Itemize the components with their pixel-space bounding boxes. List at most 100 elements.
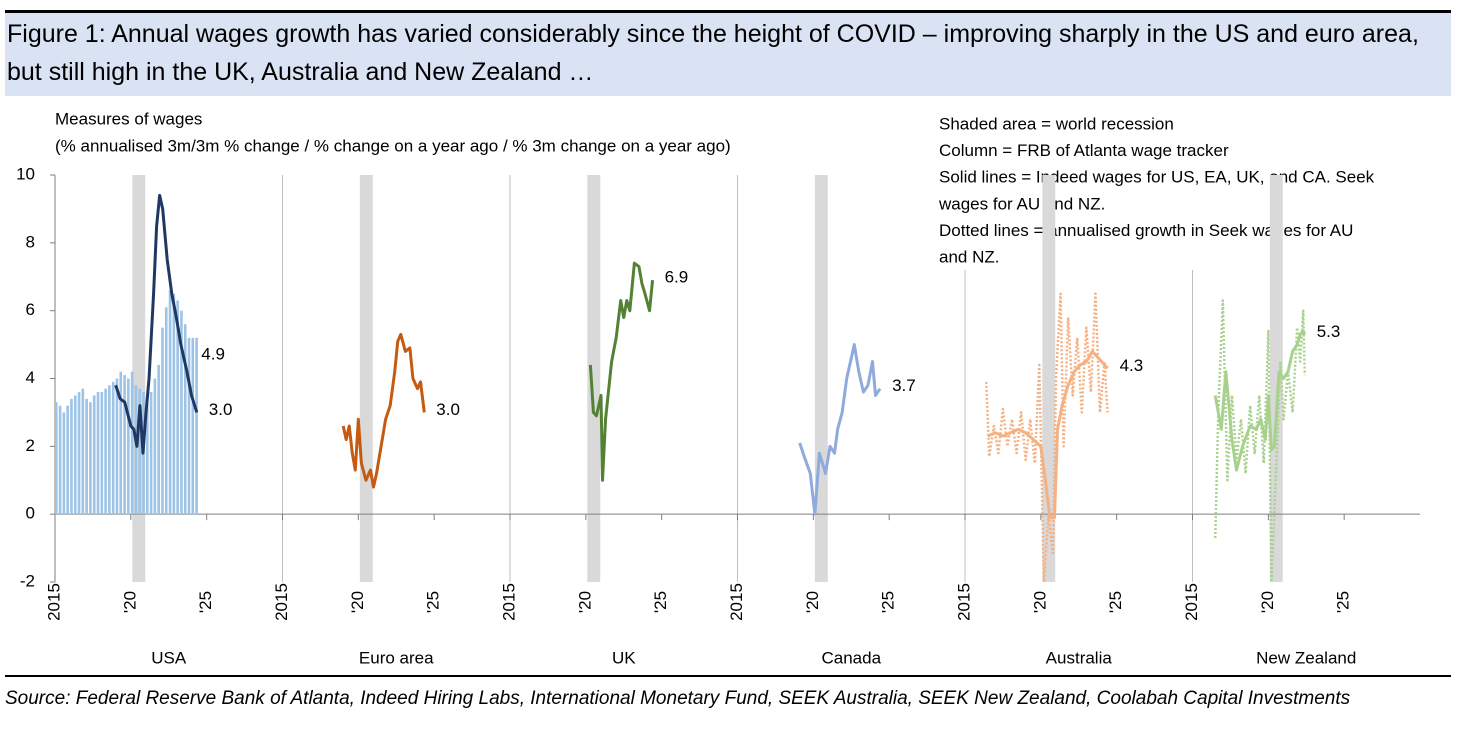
bar [164, 307, 168, 515]
bar [180, 310, 183, 515]
line [1213, 329, 1307, 472]
recession-band [587, 175, 601, 582]
annotation: Column = FRB of Atlanta wage tracker [939, 141, 1229, 160]
bar [130, 371, 134, 515]
x-tick-label: '25 [651, 591, 670, 613]
recession-band [814, 175, 828, 582]
panel-label: Canada [821, 648, 881, 667]
bar [138, 388, 142, 515]
dotted-line [1214, 299, 1306, 584]
y-tick-label: 10 [16, 164, 35, 183]
bar [77, 392, 81, 515]
end-label: 3.7 [892, 376, 916, 395]
x-tick-label: '25 [424, 591, 443, 613]
bar [127, 378, 130, 515]
recession-band [132, 175, 146, 582]
annotation: Dotted lines = annualised growth in Seek… [939, 221, 1353, 240]
end-label: 4.9 [201, 344, 225, 363]
bar [108, 385, 111, 515]
end-label: 4.3 [1120, 356, 1144, 375]
y-tick-label: 0 [26, 504, 35, 523]
bar [168, 290, 172, 515]
x-tick-label: '20 [1030, 591, 1049, 613]
bar [176, 300, 179, 515]
bar [70, 398, 73, 515]
end-label: 6.9 [665, 268, 689, 287]
bar [73, 395, 77, 515]
y-tick-label: 2 [26, 436, 35, 455]
line [798, 343, 882, 516]
bar [111, 381, 115, 515]
bar [55, 402, 58, 515]
x-tick-label: '25 [1334, 591, 1353, 613]
x-tick-label: '25 [879, 591, 898, 613]
panel-label: USA [151, 648, 187, 667]
x-tick-label: 2015 [954, 583, 973, 621]
bar [161, 327, 164, 515]
bar [100, 392, 104, 515]
x-tick-label: '20 [120, 591, 139, 613]
x-tick-label: 2015 [44, 583, 63, 621]
bar [157, 364, 160, 515]
line [341, 332, 426, 489]
bar [195, 337, 198, 515]
bar [104, 388, 107, 515]
recession-band [1269, 175, 1283, 582]
annotation: Solid lines = Indeed wages for US, EA, U… [939, 168, 1375, 187]
x-tick-label: '20 [1258, 591, 1277, 613]
x-tick-label: 2015 [272, 583, 291, 621]
source: Source: Federal Reserve Bank of Atlanta,… [5, 688, 1351, 709]
chart: Measures of wages (% annualised 3m/3m % c… [16, 109, 1420, 667]
annotation: Shaded area = world recession [939, 114, 1174, 133]
line [588, 261, 655, 482]
x-tick-label: '25 [196, 591, 215, 613]
bar [187, 337, 191, 515]
end-label: 3.0 [209, 400, 233, 419]
bar [183, 324, 187, 515]
x-tick-label: 2015 [727, 583, 746, 621]
bar [149, 392, 153, 515]
y-tick-label: 4 [26, 368, 35, 387]
bar [89, 402, 92, 515]
panel-label: Australia [1046, 648, 1113, 667]
x-tick-label: '20 [803, 591, 822, 613]
recession-band [359, 175, 373, 582]
y-axis-title: (% annualised 3m/3m % change / % change … [55, 136, 731, 155]
divider [5, 675, 1451, 677]
line [987, 349, 1109, 520]
bar [134, 385, 138, 515]
end-label: 5.3 [1317, 322, 1341, 341]
end-label: 3.0 [436, 400, 460, 419]
annotation: wages for AU and NZ. [938, 194, 1105, 213]
bar [119, 371, 123, 515]
bar [92, 395, 96, 515]
bar [172, 293, 176, 515]
x-tick-label: '25 [1106, 591, 1125, 613]
bar [96, 392, 100, 515]
title: Figure 1: Annual wages growth has varied… [5, 10, 1451, 96]
bar [58, 405, 62, 515]
bar [85, 398, 88, 515]
y-tick-label: 8 [26, 232, 35, 251]
panel-label: New Zealand [1256, 648, 1356, 667]
bar [146, 395, 149, 515]
bar [62, 412, 66, 515]
bar [123, 375, 126, 515]
x-tick-label: 2015 [1182, 583, 1201, 621]
y-axis-title: Measures of wages [55, 109, 202, 128]
bar [66, 405, 69, 515]
x-tick-label: '20 [348, 591, 367, 613]
annotation: and NZ. [939, 247, 999, 266]
panel-label: Euro area [359, 648, 434, 667]
y-tick-label: -2 [20, 571, 35, 590]
y-tick-label: 6 [26, 300, 35, 319]
panel-label: UK [612, 648, 636, 667]
line [114, 193, 199, 455]
bar [81, 388, 85, 515]
bar [153, 378, 157, 515]
bar [191, 337, 195, 515]
bar [115, 378, 119, 515]
x-tick-label: '20 [575, 591, 594, 613]
x-tick-label: 2015 [499, 583, 518, 621]
